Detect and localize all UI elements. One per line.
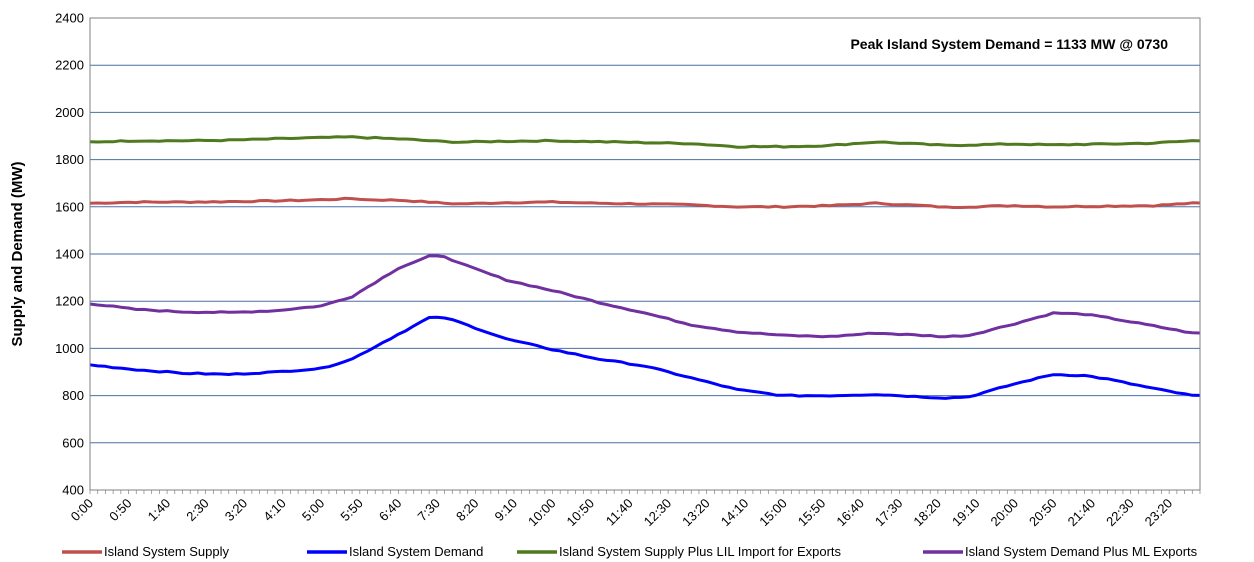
- x-tick-label: 10:50: [564, 496, 598, 530]
- x-tick-labels: 0:00 0:50 1:40 2:30 3:20 4:10 5:00 5:50 6:40 7:30…: [68, 496, 1176, 530]
- y-tick-label: 2000: [55, 105, 84, 120]
- y-tick-label: 600: [62, 435, 84, 450]
- x-tick-label: 15:00: [756, 496, 790, 530]
- x-tick-label: 20:50: [1026, 496, 1060, 530]
- y-tick-label: 1600: [55, 199, 84, 214]
- x-tick-label: 13:20: [679, 496, 713, 530]
- x-tick-label: 0:50: [106, 496, 135, 525]
- x-tick-label: 8:20: [453, 496, 482, 525]
- x-tick-label: 19:10: [949, 496, 983, 530]
- x-tick-label: 0:00: [68, 496, 97, 525]
- legend-label: Island System Demand: [349, 544, 483, 559]
- x-tick-label: 17:30: [872, 496, 906, 530]
- series-line-4: [89, 254, 1201, 339]
- series-line-1: [89, 196, 1201, 209]
- x-tick-label: 23:20: [1142, 496, 1176, 530]
- x-tick-label: 18:20: [910, 496, 944, 530]
- legend: Island System Supply Island System Demand…: [62, 544, 1198, 559]
- y-tick-label: 800: [62, 388, 84, 403]
- x-tick-label: 15:50: [795, 496, 829, 530]
- y-tick-label: 1800: [55, 152, 84, 167]
- x-tick-label: 7:30: [414, 496, 443, 525]
- x-tick-label: 6:40: [376, 496, 405, 525]
- x-tick-label: 16:40: [833, 496, 867, 530]
- legend-label: Island System Supply: [104, 544, 230, 559]
- y-axis-title: Supply and Demand (MW): [9, 162, 26, 347]
- gridlines: [89, 64, 1201, 494]
- x-tick-label: 5:50: [337, 496, 366, 525]
- y-tick-label: 1000: [55, 341, 84, 356]
- x-tick-label: 5:00: [299, 496, 328, 525]
- series-line-2: [89, 315, 1201, 400]
- y-tick-label: 2400: [55, 11, 84, 26]
- series-line-3: [89, 135, 1201, 149]
- y-tick-label: 400: [62, 483, 84, 498]
- legend-label: Island System Supply Plus LIL Import for…: [559, 544, 842, 559]
- y-tick-label: 1400: [55, 247, 84, 262]
- x-tick-label: 22:30: [1103, 496, 1137, 530]
- x-tick-label: 11:40: [603, 496, 636, 529]
- x-tick-label: 4:10: [260, 496, 289, 525]
- y-tick-label: 2200: [55, 58, 84, 73]
- x-tick-label: 14:10: [718, 496, 752, 530]
- x-tick-label: 20:00: [988, 496, 1022, 530]
- x-tick-label: 9:10: [492, 496, 521, 525]
- x-tick-label: 2:30: [183, 496, 212, 525]
- peak-annotation: Peak Island System Demand = 1133 MW @ 07…: [850, 36, 1168, 52]
- x-tick-label: 21:40: [1065, 496, 1099, 530]
- x-tick-label: 10:00: [525, 496, 559, 530]
- plot-area-border: [89, 17, 1201, 491]
- y-tick-label: 1200: [55, 294, 84, 309]
- x-tick-label: 12:30: [641, 496, 675, 530]
- x-tick-label: 3:20: [222, 496, 251, 525]
- y-tick-labels: 400 600 800 1000 1200 1400 1600 1800 2000 2200 240…: [55, 11, 84, 498]
- x-tick-label: 1:40: [145, 496, 174, 525]
- series-lines: [89, 135, 1201, 400]
- legend-label: Island System Demand Plus ML Exports: [965, 544, 1198, 559]
